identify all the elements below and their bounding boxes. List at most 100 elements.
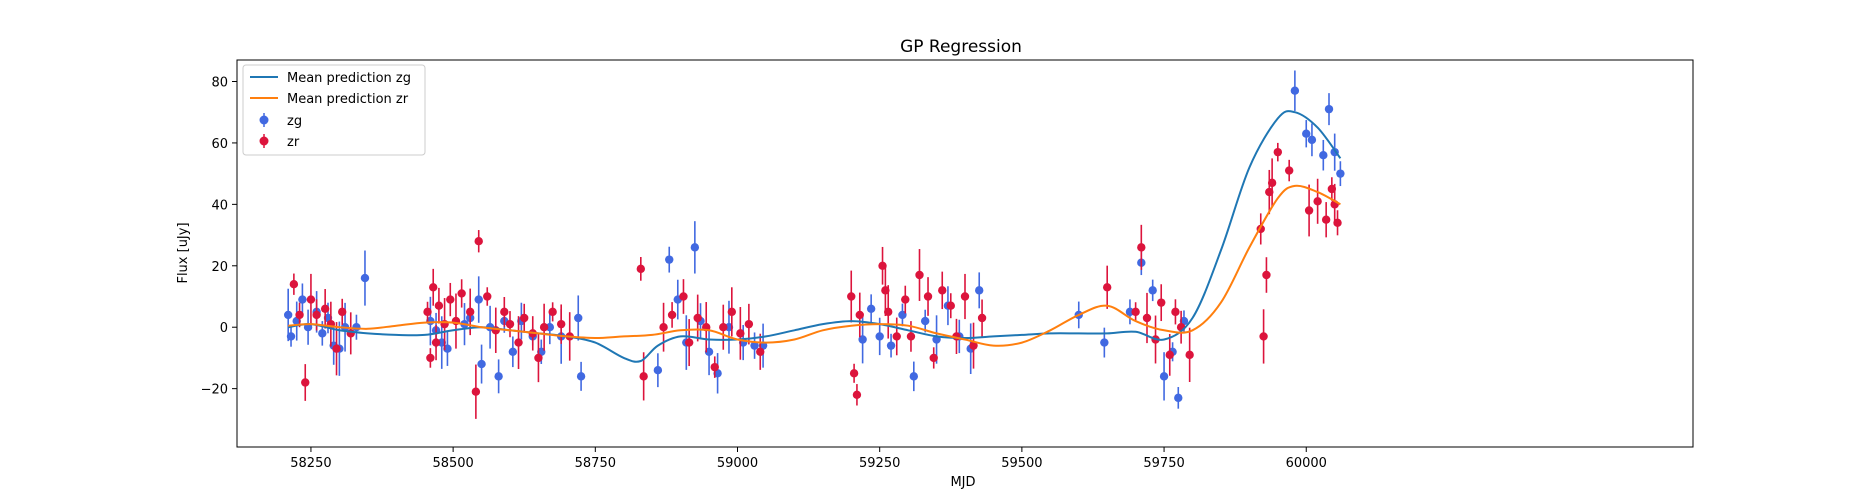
point-zg — [576, 372, 586, 381]
point-zr — [639, 372, 648, 381]
point-zg — [1302, 129, 1311, 138]
point-zr — [855, 310, 864, 320]
point-zg — [665, 255, 674, 264]
point-zg — [474, 295, 483, 304]
point-zg — [360, 273, 370, 283]
x-tick-label: 60000 — [1286, 456, 1327, 471]
point-zg — [1319, 151, 1328, 160]
mean-line-zr — [288, 184, 1341, 347]
point-zr — [1259, 332, 1268, 341]
point-zg — [286, 332, 296, 341]
point-zr — [884, 307, 893, 317]
point-zr — [684, 338, 694, 347]
point-zr — [901, 295, 910, 304]
point-zr — [434, 301, 444, 310]
point-zr — [679, 292, 688, 301]
x-tick-label: 58500 — [432, 456, 473, 471]
legend: Mean prediction zg Mean prediction zr zg… — [242, 64, 426, 156]
point-zg — [690, 243, 700, 252]
point-zr — [514, 338, 523, 347]
point-zg — [858, 335, 867, 344]
point-zg — [1148, 286, 1157, 295]
point-zr — [847, 292, 856, 301]
point-zr — [1142, 313, 1152, 323]
y-tick-label: −20 — [201, 383, 228, 398]
point-zr — [1333, 218, 1342, 227]
y-tick-label: 60 — [211, 137, 228, 152]
point-zr — [969, 341, 978, 350]
series-zr — [289, 142, 1342, 419]
point-zr — [1102, 283, 1112, 292]
point-zr — [301, 378, 310, 387]
point-zr — [1304, 206, 1314, 215]
point-zr — [1273, 147, 1283, 157]
mean-line-zg — [288, 110, 1342, 363]
point-zg — [283, 310, 293, 320]
point-zr — [483, 292, 492, 301]
point-zr — [556, 319, 566, 329]
point-zr — [1131, 307, 1140, 317]
y-tick-label: 40 — [211, 198, 228, 213]
legend-label-zg: zg — [287, 114, 302, 129]
point-zr — [539, 323, 549, 332]
point-zr — [915, 270, 924, 280]
x-tick-label: 58750 — [575, 456, 616, 471]
point-zg — [318, 329, 327, 338]
point-zr — [710, 362, 719, 372]
point-zg — [477, 359, 486, 369]
point-zr — [474, 237, 483, 246]
point-zr — [312, 310, 321, 320]
point-zr — [659, 323, 668, 332]
x-tick-label: 59500 — [1001, 456, 1042, 471]
point-zg — [352, 323, 361, 332]
x-tick-label: 59750 — [1143, 456, 1184, 471]
plot-frame — [236, 59, 1694, 448]
point-zg — [920, 316, 930, 326]
point-zg — [909, 372, 919, 381]
point-zg — [1100, 338, 1109, 347]
point-zg — [975, 286, 984, 295]
point-zr — [636, 264, 646, 274]
point-zr — [756, 347, 765, 356]
point-zr — [346, 329, 355, 338]
point-zr — [1157, 298, 1166, 307]
point-zr — [500, 307, 509, 317]
legend-box — [242, 64, 426, 156]
point-zg — [1174, 393, 1183, 403]
point-zr — [1165, 350, 1174, 360]
x-tick-label: 59000 — [717, 456, 758, 471]
point-zg — [1159, 372, 1169, 381]
legend-swatch-zr-marker — [259, 136, 269, 146]
point-zr — [938, 286, 947, 295]
point-zr — [306, 295, 316, 304]
point-zr — [667, 310, 677, 320]
point-zr — [744, 319, 754, 329]
point-zr — [946, 301, 955, 310]
point-zr — [929, 353, 938, 363]
point-zr — [727, 307, 737, 317]
point-zr — [338, 307, 347, 317]
point-zg — [886, 341, 896, 350]
point-zg — [866, 304, 876, 313]
point-zr — [1171, 307, 1180, 317]
point-zr — [534, 353, 543, 363]
point-zr — [736, 329, 745, 338]
y-tick-label: 20 — [211, 260, 228, 275]
point-zr — [960, 292, 970, 301]
point-zr — [465, 307, 475, 317]
chart-title: GP Regression — [900, 37, 1022, 57]
point-zr — [431, 338, 441, 347]
x-tick-label: 59250 — [859, 456, 900, 471]
point-zr — [457, 289, 466, 298]
point-zg — [1290, 86, 1300, 95]
point-zr — [429, 283, 438, 292]
point-zr — [1321, 215, 1331, 224]
point-zr — [295, 310, 304, 320]
point-zr — [906, 332, 916, 341]
legend-label-zg-line: Mean prediction zg — [287, 71, 411, 86]
point-zr — [471, 387, 481, 396]
legend-swatch-zg-marker — [259, 115, 269, 125]
series-zg — [283, 70, 1345, 409]
point-zr — [320, 304, 330, 313]
